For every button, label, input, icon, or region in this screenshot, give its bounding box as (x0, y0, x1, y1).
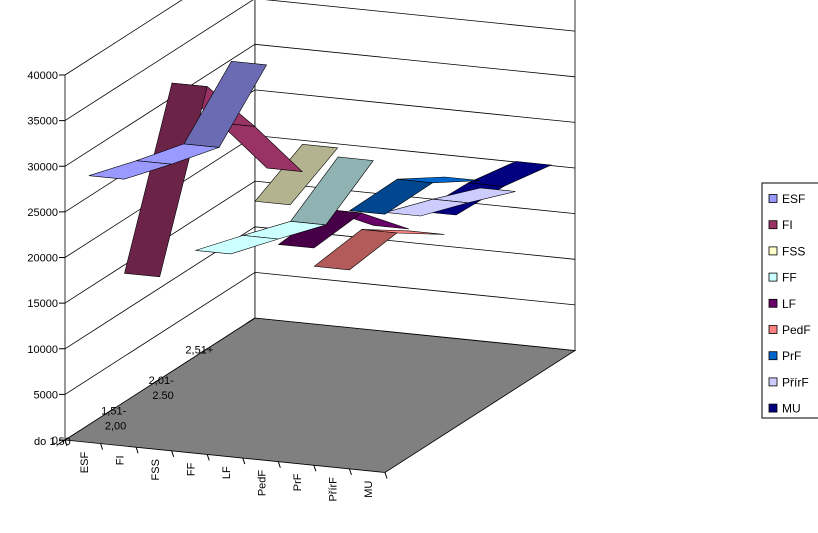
z-tick-label-prf: PrF (292, 473, 304, 491)
series-segment-esf (88, 160, 172, 180)
z-tick-mark (171, 450, 175, 457)
series-segment-prf (348, 178, 434, 215)
series-segment-ff (195, 235, 279, 255)
x-tick-mark (151, 378, 161, 385)
legend-swatch-esf (768, 194, 778, 203)
y-tick-label: 35000 (27, 116, 58, 128)
x-tick-labels: do 1,50 1,51-2,00 2,01-2.50 2,51+ (34, 344, 213, 448)
legend-label-ff: FF (782, 271, 797, 285)
x-tick-label: 2,01-2.50 (149, 375, 174, 402)
legend-label-pedf: PedF (782, 323, 811, 337)
x-tick-label: 1,51-2,00 (101, 405, 126, 432)
x-tick-label: do 1,50 (34, 436, 71, 448)
legend-label-lf: LF (782, 297, 796, 311)
gridline (64, 0, 576, 121)
z-tick-mark (64, 439, 68, 447)
legend-swatch-prf (768, 351, 778, 361)
z-tick-labels: ESF FI FSS FF LF PedF PrF PřírF MU (79, 452, 375, 502)
legend-swatch-prirf (768, 377, 778, 387)
z-tick-label-fi: FI (114, 455, 126, 465)
z-tick-mark (277, 461, 281, 468)
z-tick-mark (135, 447, 139, 454)
y-tick-label: 0 (52, 435, 58, 447)
z-tick-mark (206, 454, 210, 461)
z-tick-label-esf: ESF (79, 452, 91, 474)
legend-label-fi: FI (782, 218, 793, 232)
legend-swatch-lf (768, 298, 778, 308)
legend-swatch-pedf (768, 325, 778, 334)
z-tick-mark (348, 468, 352, 476)
z-tick-label-mu: MU (363, 481, 375, 498)
z-tick-mark (100, 443, 104, 450)
gridline (64, 43, 576, 167)
legend: ESF FI FSS FF LF PedF PrF PřírF MU (761, 182, 818, 419)
y-tick-label: 15000 (27, 298, 58, 310)
series-segment-prirf (385, 198, 469, 217)
legend-label-fss: FSS (782, 244, 805, 258)
z-tick-label-prirf: PřírF (328, 477, 340, 502)
series-segment-pedf (313, 229, 398, 271)
x-tick-mark (104, 409, 113, 415)
z-tick-mark (242, 457, 246, 465)
y-tick-label: 40000 (27, 70, 58, 82)
legend-label-prf: PrF (782, 349, 801, 363)
x-tick-mark (199, 348, 208, 354)
legend-swatch-fss (768, 246, 778, 256)
legend-swatch-fi (768, 220, 778, 230)
y-tick-labels: 0 5000 10000 15000 20000 25000 30000 35000 40000 (27, 70, 58, 447)
z-tick-label-ff: FF (185, 462, 197, 476)
y-tick-label: 10000 (27, 344, 58, 356)
x-tick-label: 2,51+ (185, 344, 213, 356)
gridline (64, 271, 576, 395)
legend-label-mu: MU (782, 402, 801, 416)
y-tick-label: 25000 (27, 207, 58, 219)
z-tick-mark (313, 465, 317, 472)
y-tick-label: 20000 (27, 253, 58, 265)
y-tick-label: 5000 (34, 389, 58, 401)
legend-swatch-ff (768, 272, 778, 282)
legend-label-esf: ESF (782, 192, 805, 206)
z-tick-label-fss: FSS (150, 459, 162, 480)
gridline (64, 226, 576, 350)
z-tick-label-lf: LF (221, 466, 233, 479)
legend-swatch-mu (768, 403, 778, 413)
series-ribbons (88, 60, 553, 278)
x-tick-mark (56, 439, 66, 446)
z-tick-label-pedf: PedF (257, 470, 269, 497)
z-tick-mark (384, 472, 388, 479)
x-tick-mark (246, 317, 256, 324)
series-segment-fi (124, 82, 208, 278)
legend-label-prirf: PřírF (782, 375, 809, 389)
y-tick-label: 30000 (27, 161, 58, 173)
